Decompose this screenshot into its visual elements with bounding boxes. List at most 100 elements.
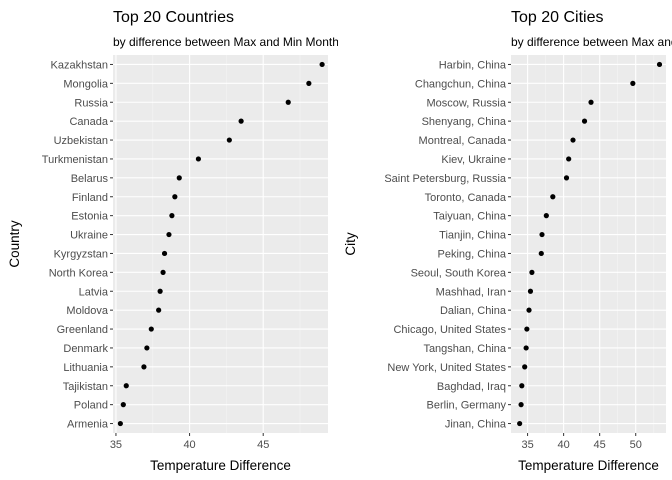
data-point	[517, 420, 523, 427]
data-point	[226, 137, 232, 143]
data-point	[581, 118, 588, 124]
data-point	[161, 250, 168, 257]
y-tick-label: Denmark	[63, 343, 108, 355]
chart-subtitle: by difference between Max and Min Monthl…	[113, 35, 466, 49]
y-tick-label: Belarus	[71, 173, 109, 185]
y-tick-label: Peking, China	[438, 248, 507, 260]
y-tick-label: Finland	[72, 192, 108, 204]
y-tick-label: Montreal, Canada	[419, 135, 507, 147]
plot-panel	[511, 55, 666, 433]
chart-title: Top 20 Countries	[113, 9, 234, 26]
x-axis-title: Temperature Difference	[518, 458, 659, 473]
data-point	[566, 156, 572, 162]
y-tick-label: Greenland	[57, 324, 108, 336]
chart-title: Top 20 Cities	[511, 9, 604, 26]
x-tick-label: 35	[521, 439, 533, 451]
data-point	[141, 364, 147, 370]
data-point	[588, 99, 594, 105]
y-tick-label: Baghdad, Iraq	[437, 381, 506, 393]
y-tick-label: Turkmenistan	[42, 154, 108, 166]
data-points	[517, 61, 663, 427]
y-tick-label: Kazakhstan	[51, 59, 108, 71]
data-point	[538, 250, 544, 257]
y-tick-label: Seoul, South Korea	[411, 267, 507, 279]
data-point	[123, 383, 129, 389]
gridlines	[511, 55, 666, 433]
data-point	[522, 364, 528, 370]
y-axis: Kazakhstan Mongolia Russia Canada Uzbekistan…	[42, 59, 113, 431]
y-tick-label: Poland	[74, 400, 108, 412]
y-tick-label: Moldova	[66, 305, 108, 317]
data-point	[518, 402, 524, 408]
y-tick-label: Berlin, Germany	[427, 400, 507, 412]
x-tick-label: 45	[257, 439, 269, 451]
y-tick-label: Ukraine	[70, 230, 108, 242]
x-tick-label: 45	[594, 439, 606, 451]
y-tick-label: Harbin, China	[439, 59, 507, 71]
y-tick-label: Tajikistan	[63, 381, 108, 393]
plot-panel	[113, 55, 328, 433]
countries-chart: Top 20 Countries by difference between M…	[7, 9, 466, 473]
data-point	[524, 326, 530, 332]
data-point	[527, 288, 534, 294]
y-axis: Harbin, China Changchun, China Moscow, Rus…	[384, 59, 511, 431]
y-tick-label: Saint Petersburg, Russia	[384, 173, 507, 185]
data-point	[539, 231, 545, 238]
y-tick-label: Latvia	[79, 286, 109, 298]
data-point	[656, 61, 663, 68]
y-tick-label: Taiyuan, China	[433, 211, 507, 223]
data-point	[157, 288, 163, 294]
y-tick-label: Mongolia	[63, 78, 109, 90]
x-tick-label: 35	[110, 439, 122, 451]
data-point	[630, 80, 636, 86]
y-tick-label: Tianjin, China	[439, 230, 507, 242]
data-point	[169, 213, 175, 219]
y-axis-title: Country	[7, 220, 22, 268]
y-axis-title: City	[343, 232, 358, 255]
y-tick-label: Chicago, United States	[393, 324, 506, 336]
y-tick-label: Uzbekistan	[54, 135, 108, 147]
y-tick-label: Russia	[74, 97, 109, 109]
x-axis: 35 40 45	[110, 433, 269, 451]
y-tick-label: Moscow, Russia	[427, 97, 507, 109]
y-tick-label: Jinan, China	[445, 419, 507, 431]
x-axis: 35 40 45 50	[521, 433, 642, 451]
y-tick-label: Mashhad, Iran	[436, 286, 506, 298]
x-tick-label: 40	[183, 439, 195, 451]
data-points	[117, 61, 325, 427]
y-tick-label: Canada	[69, 116, 108, 128]
data-point	[160, 269, 166, 275]
data-point	[176, 175, 182, 181]
y-tick-label: North Korea	[49, 267, 109, 279]
data-point	[519, 383, 525, 389]
y-tick-label: Lithuania	[63, 362, 109, 374]
chart-subtitle: by difference between Max and Min Monthl…	[511, 35, 672, 49]
data-point	[529, 269, 535, 275]
data-point	[543, 213, 549, 219]
y-tick-label: New York, United States	[387, 362, 506, 374]
data-point	[570, 137, 576, 143]
data-point	[144, 345, 150, 351]
data-point	[120, 402, 126, 408]
gridlines	[113, 55, 328, 433]
x-tick-label: 50	[630, 439, 642, 451]
cities-chart: Top 20 Cities by difference between Max …	[343, 9, 672, 473]
data-point	[319, 61, 325, 68]
y-tick-label: Toronto, Canada	[425, 192, 507, 204]
data-point	[156, 307, 162, 313]
y-tick-label: Kyrgyzstan	[54, 248, 108, 260]
data-point	[550, 194, 556, 200]
y-tick-label: Kiev, Ukraine	[441, 154, 506, 166]
data-point	[285, 99, 291, 105]
data-point	[172, 194, 178, 200]
data-point	[148, 326, 154, 332]
data-point	[166, 231, 172, 238]
y-tick-label: Tangshan, China	[423, 343, 506, 355]
data-point	[523, 345, 529, 351]
data-point	[526, 307, 532, 313]
data-point	[306, 80, 312, 86]
y-tick-label: Shenyang, China	[422, 116, 507, 128]
x-axis-title: Temperature Difference	[150, 458, 291, 473]
